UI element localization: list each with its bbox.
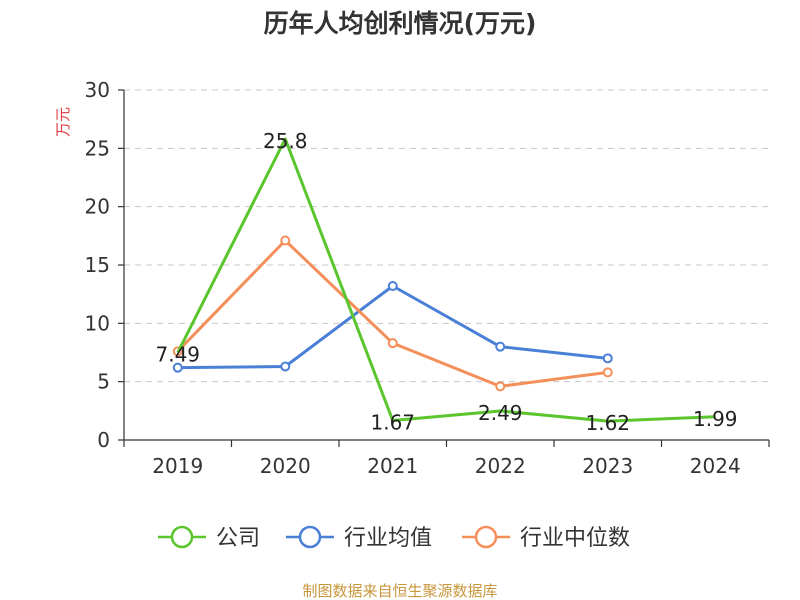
data-label: 1.67 <box>370 411 415 435</box>
x-tick-labels: 2019 2020 2021 2022 2023 2024 <box>152 454 740 478</box>
legend-marker <box>298 525 322 549</box>
legend-item: 行业均值 <box>286 525 432 551</box>
data-point <box>387 338 398 349</box>
data-point <box>387 281 398 291</box>
series-line <box>177 284 608 370</box>
data-point <box>172 362 183 373</box>
y-tick-label: 30 <box>85 78 110 102</box>
y-tick-label: 15 <box>85 253 110 277</box>
legend-marker <box>474 525 498 549</box>
data-point <box>495 341 506 352</box>
y-tick-label: 25 <box>85 136 110 160</box>
source-note: 制图数据来自恒生聚源数据库 <box>302 582 497 600</box>
legend-item: 行业中位数 <box>462 525 630 551</box>
x-tick-label: 2021 <box>367 454 418 478</box>
x-tick-label: 2022 <box>475 454 526 478</box>
series-lines <box>172 137 716 423</box>
data-point <box>602 353 613 364</box>
y-tick-label: 10 <box>85 311 110 335</box>
y-axis-label: 万元 <box>54 107 72 137</box>
data-point <box>280 361 291 372</box>
chart-title: 历年人均创利情况(万元) <box>264 9 537 38</box>
x-tick-label: 2020 <box>260 454 311 478</box>
axes <box>118 89 770 447</box>
data-point <box>280 235 291 246</box>
data-point <box>602 367 613 378</box>
data-label: 7.49 <box>155 343 200 367</box>
x-tick-label: 2024 <box>690 454 741 478</box>
data-point <box>495 381 506 392</box>
series-line <box>176 239 608 388</box>
series-1 <box>172 281 613 373</box>
series-0 <box>176 137 716 423</box>
data-label: 1.62 <box>585 411 630 435</box>
data-label: 25.8 <box>263 129 308 153</box>
data-label: 1.99 <box>693 407 738 431</box>
y-tick-label: 5 <box>97 370 110 394</box>
legend-label: 行业均值 <box>344 526 432 551</box>
legend: 公司 行业均值 行业中位数 <box>158 525 630 551</box>
grid-lines <box>124 89 769 383</box>
data-label: 2.49 <box>478 401 523 425</box>
x-tick-label: 2019 <box>152 454 203 478</box>
y-tick-label: 0 <box>97 428 110 452</box>
legend-item: 公司 <box>158 525 260 551</box>
legend-label: 公司 <box>216 526 260 551</box>
legend-label: 行业中位数 <box>520 526 630 551</box>
series-line <box>176 137 716 423</box>
y-tick-labels: 0 5 10 15 20 25 30 <box>85 78 110 452</box>
legend-marker <box>170 525 194 549</box>
x-tick-label: 2023 <box>582 454 633 478</box>
y-tick-label: 20 <box>85 195 110 219</box>
data-labels: 7.49 25.8 1.67 2.49 1.62 1.99 <box>155 129 737 435</box>
